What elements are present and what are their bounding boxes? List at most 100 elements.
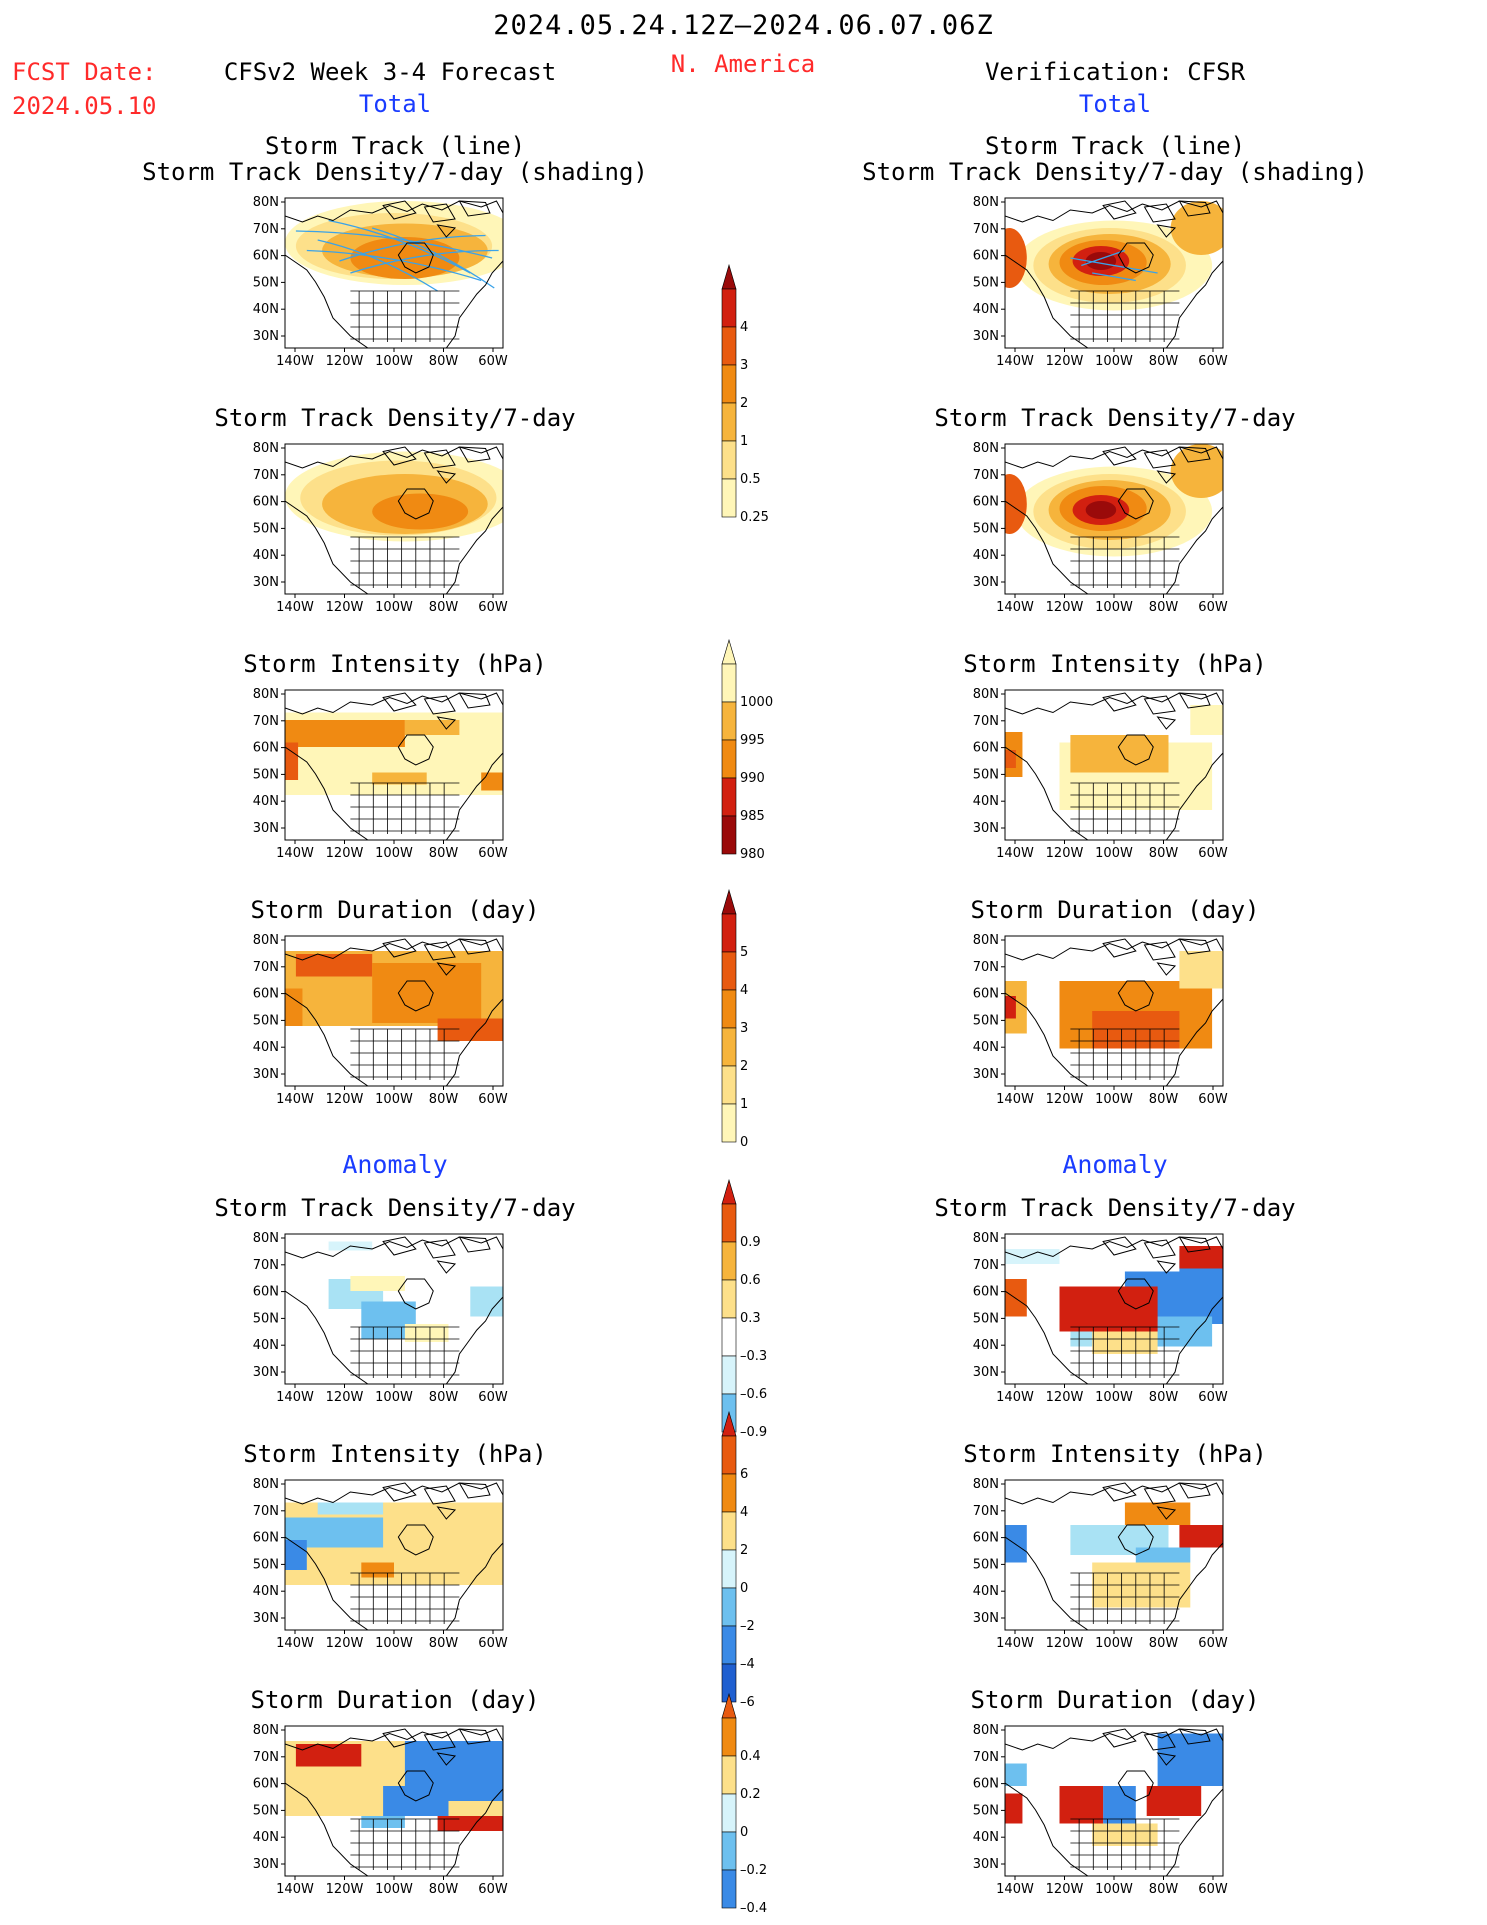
colorbar-tick-label: 0 (740, 1825, 748, 1840)
x-tick-label: 140W (996, 1092, 1034, 1107)
y-tick-label: 80N (973, 933, 999, 948)
x-tick-label: 140W (276, 1636, 314, 1651)
x-tick-label: 120W (1046, 1882, 1084, 1897)
y-tick-label: 30N (253, 1857, 279, 1872)
x-tick-label: 80W (1149, 1636, 1179, 1651)
x-tick-label: 140W (276, 1092, 314, 1107)
map-fcst-anom-intensity: 140W 120W 100W 80W 60W 30N 40N 50N 60N 70N 80N (253, 1477, 508, 1651)
panel-title-duration-right: Storm Duration (day) (970, 896, 1260, 924)
y-tick-label: 40N (253, 1040, 279, 1055)
colorbar-tick-label: 0.2 (740, 1787, 761, 1802)
y-tick-label: 70N (253, 468, 279, 483)
x-tick-label: 60W (1198, 1882, 1228, 1897)
x-tick-label: 60W (478, 354, 508, 369)
y-tick-label: 80N (253, 933, 279, 948)
x-tick-label: 140W (276, 1882, 314, 1897)
colorbar-tick-label: 0.25 (740, 510, 769, 525)
fcst-date-label: FCST Date: (12, 58, 157, 86)
y-tick-label: 80N (973, 1477, 999, 1492)
y-tick-label: 50N (253, 275, 279, 290)
colorbar-tick-label: 1000 (740, 695, 773, 710)
y-tick-label: 60N (973, 1285, 999, 1300)
y-tick-label: 60N (253, 741, 279, 756)
region-title: N. America (670, 50, 816, 78)
y-tick-label: 80N (973, 1723, 999, 1738)
colorbar-tick-label: 985 (740, 809, 765, 824)
y-tick-label: 40N (973, 548, 999, 563)
y-tick-label: 80N (253, 441, 279, 456)
y-tick-label: 30N (973, 1857, 999, 1872)
y-tick-label: 60N (973, 987, 999, 1002)
fcst-date-value: 2024.05.10 (12, 92, 157, 120)
y-tick-label: 60N (973, 1531, 999, 1546)
colorbar-tick-label: –0.4 (740, 1901, 767, 1916)
x-tick-label: 120W (1046, 846, 1084, 861)
x-tick-label: 100W (375, 1636, 413, 1651)
x-tick-label: 100W (1095, 846, 1133, 861)
y-tick-label: 60N (973, 249, 999, 264)
y-tick-label: 50N (253, 767, 279, 782)
x-tick-label: 140W (996, 1390, 1034, 1405)
colorbar-tick-label: 6 (740, 1467, 748, 1482)
panel-title-duration-left: Storm Duration (day) (250, 896, 540, 924)
y-tick-label: 60N (253, 1531, 279, 1546)
colorbar-tick-label: 3 (740, 358, 748, 373)
x-tick-label: 80W (1149, 1092, 1179, 1107)
map-cfsr-anom-duration: 140W 120W 100W 80W 60W 30N 40N 50N 60N 70N 80N (973, 1723, 1228, 1897)
colorbar-intensity: 1000 995 990 985 980 (721, 638, 773, 862)
y-tick-label: 70N (253, 960, 279, 975)
x-tick-label: 100W (1095, 1636, 1133, 1651)
x-tick-label: 120W (326, 846, 364, 861)
panel-title-track-shading-left: Storm Track Density/7-day (shading) (142, 158, 648, 186)
y-tick-label: 80N (253, 1723, 279, 1738)
y-tick-label: 70N (973, 1504, 999, 1519)
panel-title-intensity-right: Storm Intensity (hPa) (963, 650, 1267, 678)
y-tick-label: 30N (253, 1611, 279, 1626)
y-tick-label: 30N (973, 821, 999, 836)
x-tick-label: 100W (1095, 1882, 1133, 1897)
x-tick-label: 60W (1198, 1636, 1228, 1651)
colorbar-anom-intensity: 6 4 2 0 –2 –4 –6 (721, 1410, 755, 1710)
y-tick-label: 50N (253, 1013, 279, 1028)
x-tick-label: 140W (996, 354, 1034, 369)
y-tick-label: 40N (253, 548, 279, 563)
panel-title-density-right: Storm Track Density/7-day (934, 404, 1296, 432)
y-tick-label: 60N (253, 249, 279, 264)
forecast-title: CFSv2 Week 3-4 Forecast (223, 58, 557, 86)
y-tick-label: 80N (973, 687, 999, 702)
colorbar-anom-density: 0.9 0.6 0.3 –0.3 –0.6 –0.9 (721, 1178, 767, 1440)
y-tick-label: 50N (973, 521, 999, 536)
y-tick-label: 30N (973, 575, 999, 590)
y-tick-label: 40N (973, 1830, 999, 1845)
x-tick-label: 80W (1149, 846, 1179, 861)
colorbar-tick-label: 4 (740, 1505, 748, 1520)
x-tick-label: 60W (478, 1636, 508, 1651)
colorbar-tick-label: 2 (740, 1543, 748, 1558)
panel-title-track-line-left: Storm Track (line) (264, 132, 526, 160)
total-label-right: Total (1078, 90, 1152, 118)
x-tick-label: 100W (1095, 600, 1133, 615)
y-tick-label: 60N (253, 495, 279, 510)
colorbar-tick-label: –0.2 (740, 1863, 767, 1878)
x-tick-label: 100W (1095, 1092, 1133, 1107)
x-tick-label: 60W (478, 1390, 508, 1405)
colorbar-tick-label: 1 (740, 1097, 748, 1112)
y-tick-label: 80N (973, 1231, 999, 1246)
y-tick-label: 70N (973, 1750, 999, 1765)
y-tick-label: 40N (973, 1584, 999, 1599)
x-tick-label: 100W (375, 1092, 413, 1107)
x-tick-label: 120W (326, 354, 364, 369)
x-tick-label: 60W (478, 846, 508, 861)
colorbar-tick-label: 2 (740, 396, 748, 411)
verification-title: Verification: CFSR (984, 58, 1246, 86)
y-tick-label: 60N (253, 987, 279, 1002)
x-tick-label: 140W (276, 1390, 314, 1405)
y-tick-label: 60N (973, 741, 999, 756)
x-tick-label: 60W (1198, 354, 1228, 369)
y-tick-label: 70N (973, 468, 999, 483)
y-tick-label: 80N (253, 1477, 279, 1492)
y-tick-label: 40N (253, 794, 279, 809)
y-tick-label: 30N (253, 1365, 279, 1380)
colorbar-track-density: 4 3 2 1 0.5 0.25 (721, 263, 769, 525)
